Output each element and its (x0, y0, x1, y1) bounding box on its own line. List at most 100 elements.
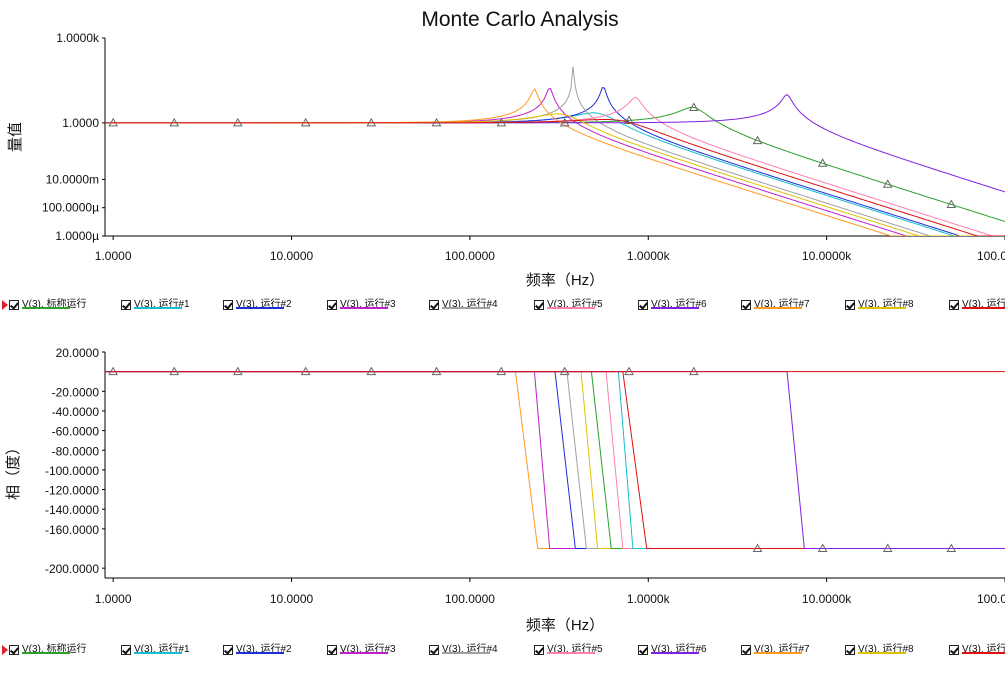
legend-swatch (547, 652, 595, 654)
legend-label: V(3), 运行#9 (962, 644, 1005, 655)
phase-marker (232, 366, 243, 376)
mag-x-tick-label: 10.0000 (270, 249, 314, 263)
legend-checkbox[interactable] (121, 300, 131, 310)
phase-marker (624, 366, 634, 376)
legend-label: V(3), 运行#1 (134, 644, 190, 655)
legend-swatch (442, 652, 490, 654)
legend-checkbox[interactable] (9, 645, 19, 655)
legend-checkbox[interactable] (741, 645, 751, 655)
legend-checkbox[interactable] (845, 300, 855, 310)
phase-marker (817, 543, 828, 553)
legend-item[interactable]: V(3), 运行#9 (945, 640, 1005, 660)
legend-swatch (651, 652, 699, 654)
legend-checkbox[interactable] (327, 645, 337, 655)
phase-marker (366, 366, 377, 376)
legend-label: V(3), 运行#1 (134, 299, 190, 310)
phase-x-axis-label: 频率（Hz） (526, 617, 604, 634)
phase-marker (752, 543, 763, 553)
phase-y-tick-label: -40.0000 (52, 405, 100, 419)
legend-label: V(3), 运行#2 (236, 644, 292, 655)
legend-item[interactable]: V(3), 运行#3 (323, 295, 433, 315)
mag-series-line (105, 106, 1005, 223)
mag-x-tick-label: 1.0000k (627, 249, 671, 263)
phase-series-line (105, 371, 1005, 550)
legend-swatch (547, 307, 595, 309)
legend-label: V(3), 运行#3 (340, 299, 396, 310)
legend-swatch (962, 307, 1005, 309)
phase-series-line (105, 371, 1005, 550)
legend-item[interactable]: V(3), 运行#7 (737, 640, 847, 660)
legend-checkbox[interactable] (949, 645, 959, 655)
phase-y-tick-label: -200.0000 (45, 562, 99, 576)
mag-marker (496, 117, 507, 127)
phase-y-tick-label: 20.0000 (56, 346, 100, 360)
legend-item[interactable]: V(3), 运行#9 (945, 295, 1005, 315)
legend-checkbox[interactable] (429, 645, 439, 655)
legend-item[interactable]: V(3), 运行#4 (425, 295, 535, 315)
legend-checkbox[interactable] (223, 645, 233, 655)
legend-label: V(3), 运行#4 (442, 644, 498, 655)
mag-marker (431, 117, 442, 127)
mag-x-tick-label: 100.0000 (445, 249, 495, 263)
phase-y-tick-label: -20.0000 (52, 385, 100, 399)
phase-series-line (105, 371, 1005, 550)
legend-item[interactable]: V(3), 运行#2 (219, 640, 329, 660)
legend-item[interactable]: V(3), 运行#3 (323, 640, 433, 660)
legend-item[interactable]: V(3), 运行#5 (530, 295, 640, 315)
phase-x-tick-label: 10.0000 (270, 592, 314, 606)
legend-item[interactable]: V(3), 标称运行 (2, 640, 115, 660)
legend-label: V(3), 运行#3 (340, 644, 396, 655)
legend-swatch (858, 652, 906, 654)
legend-checkbox[interactable] (9, 300, 19, 310)
legend-label: V(3), 运行#9 (962, 299, 1005, 310)
legend-swatch (340, 652, 388, 654)
phase-x-tick-label: 1.0000k (627, 592, 671, 606)
legend-label: V(3), 运行#4 (442, 299, 498, 310)
legend-checkbox[interactable] (121, 645, 131, 655)
legend-item[interactable]: V(3), 运行#5 (530, 640, 640, 660)
phase-y-tick-label: -160.0000 (45, 523, 99, 537)
legend-checkbox[interactable] (534, 645, 544, 655)
legend-checkbox[interactable] (429, 300, 439, 310)
legend-label: V(3), 运行#8 (858, 299, 914, 310)
legend-item[interactable]: V(3), 运行#8 (841, 640, 951, 660)
legend-swatch (236, 307, 284, 309)
legend-item[interactable]: V(3), 运行#6 (634, 640, 744, 660)
legend-item[interactable]: V(3), 运行#2 (219, 295, 329, 315)
legend-checkbox[interactable] (741, 300, 751, 310)
mag-y-tick-label: 1.0000µ (55, 229, 99, 243)
mag-marker (688, 102, 699, 111)
mag-marker (752, 135, 763, 145)
legend-item[interactable]: V(3), 运行#6 (634, 295, 744, 315)
legend-item[interactable]: V(3), 运行#7 (737, 295, 847, 315)
legend-swatch (962, 652, 1005, 654)
phase-plot: 20.0000 -20.0000 -40.0000 -60.0000 -80.0000 -… (5, 346, 1005, 634)
phase-x-tick-label: 100.0000k (977, 592, 1005, 606)
legend-label: V(3), 运行#6 (651, 299, 707, 310)
mag-marker (559, 117, 570, 127)
legend-item[interactable]: V(3), 运行#8 (841, 295, 951, 315)
phase-series-line (105, 371, 1005, 550)
legend-label: V(3), 标称运行 (22, 644, 87, 655)
phase-curves (105, 371, 1005, 550)
selected-trace-marker-icon (2, 300, 8, 310)
phase-y-tick-label: -140.0000 (45, 503, 99, 517)
legend-item[interactable]: V(3), 标称运行 (2, 295, 115, 315)
legend-item[interactable]: V(3), 运行#4 (425, 640, 535, 660)
legend-checkbox[interactable] (638, 300, 648, 310)
legend-checkbox[interactable] (949, 300, 959, 310)
legend-checkbox[interactable] (223, 300, 233, 310)
legend-swatch (236, 652, 284, 654)
legend-item[interactable]: V(3), 运行#1 (117, 295, 227, 315)
legend-item[interactable]: V(3), 运行#1 (117, 640, 227, 660)
mag-y-tick-label: 1.0000k (56, 31, 100, 45)
phase-series-line (105, 371, 1005, 550)
legend-checkbox[interactable] (534, 300, 544, 310)
legend-label: V(3), 运行#5 (547, 299, 603, 310)
legend-checkbox[interactable] (327, 300, 337, 310)
phase-series-line (105, 371, 1005, 550)
legend-swatch (754, 307, 802, 309)
legend-swatch (442, 307, 490, 309)
legend-checkbox[interactable] (845, 645, 855, 655)
legend-checkbox[interactable] (638, 645, 648, 655)
